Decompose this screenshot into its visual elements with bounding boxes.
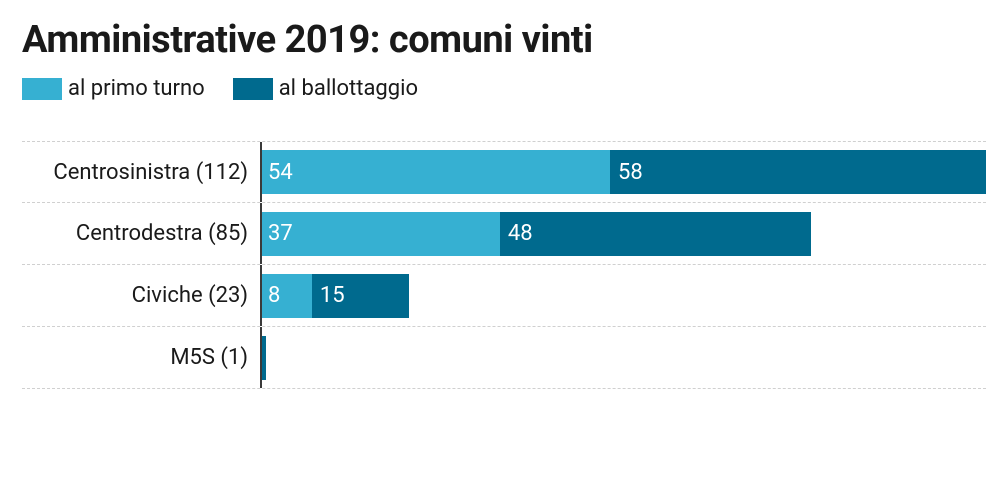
bar-segment-primo_turno: 37: [260, 212, 500, 256]
axis-line: [260, 265, 262, 326]
chart-row: Centrosinistra (112)5458: [22, 141, 986, 203]
axis-line: [260, 142, 262, 202]
legend-swatch-ballottaggio: [233, 78, 273, 100]
row-label: Centrodestra (85): [22, 221, 260, 246]
row-label: M5S (1): [22, 345, 260, 370]
row-label: Centrosinistra (112): [22, 160, 260, 185]
bar-area: 5458: [260, 142, 986, 202]
chart-row: Centrodestra (85)3748: [22, 203, 986, 265]
chart-legend: al primo turno al ballottaggio: [22, 76, 986, 101]
bar-segment-primo_turno: 8: [260, 274, 312, 318]
chart-row: M5S (1): [22, 327, 986, 389]
legend-swatch-primo-turno: [22, 78, 62, 100]
bar-segment-primo_turno: 54: [260, 150, 610, 194]
bar-area: 815: [260, 265, 986, 326]
row-label: Civiche (23): [22, 283, 260, 308]
legend-item-primo-turno: al primo turno: [22, 76, 205, 101]
bar-chart: Centrosinistra (112)5458Centrodestra (85…: [22, 141, 986, 389]
chart-title: Amministrative 2019: comuni vinti: [22, 18, 986, 62]
chart-row: Civiche (23)815: [22, 265, 986, 327]
bar-area: [260, 327, 986, 388]
legend-label-primo-turno: al primo turno: [68, 76, 205, 101]
axis-line: [260, 203, 262, 264]
axis-line: [260, 327, 262, 388]
bar-segment-ballottaggio: 48: [500, 212, 811, 256]
bar-area: 3748: [260, 203, 986, 264]
bar-segment-ballottaggio: 58: [610, 150, 986, 194]
bar-segment-ballottaggio: 15: [312, 274, 409, 318]
legend-item-ballottaggio: al ballottaggio: [233, 76, 418, 101]
legend-label-ballottaggio: al ballottaggio: [279, 76, 418, 101]
